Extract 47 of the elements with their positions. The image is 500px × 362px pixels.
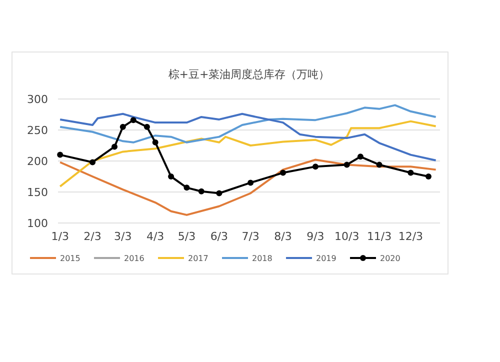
- point: [57, 152, 64, 158]
- point: [130, 117, 136, 124]
- line-series: [59, 120, 437, 188]
- point: [198, 188, 204, 194]
- line-series: [59, 104, 437, 144]
- x-tick-label: 3/3: [114, 230, 132, 243]
- point: [144, 124, 150, 130]
- point: [408, 170, 414, 176]
- x-tick-label: 1/3: [51, 230, 69, 243]
- point: [248, 180, 254, 186]
- x-tick-label: 6/3: [210, 230, 228, 243]
- legend-label: 2018: [252, 254, 272, 263]
- x-tick-label: 2/3: [84, 230, 102, 243]
- chart-title: 棕+豆+菜油周度总库存（万吨）: [168, 68, 330, 81]
- point: [112, 144, 118, 150]
- point: [344, 162, 350, 168]
- y-tick-label: 300: [27, 93, 48, 106]
- point: [312, 164, 318, 170]
- point: [425, 174, 432, 180]
- point: [152, 139, 158, 146]
- point: [184, 184, 190, 191]
- point: [376, 162, 382, 168]
- x-tick-label: 10/3: [334, 230, 360, 243]
- x-tick-label: 12/3: [398, 230, 424, 243]
- x-tick-label: 11/3: [366, 230, 392, 243]
- point: [90, 159, 96, 166]
- y-tick-label: 150: [27, 186, 48, 199]
- point: [120, 124, 126, 130]
- point: [168, 174, 174, 180]
- point: [280, 170, 286, 176]
- line-series: [59, 158, 437, 216]
- legend-label: 2020: [380, 254, 400, 263]
- y-tick-label: 100: [27, 217, 48, 230]
- y-tick-label: 200: [27, 155, 48, 168]
- point: [216, 190, 222, 196]
- x-tick-label: 4/3: [146, 230, 164, 243]
- x-tick-label: 9/3: [306, 230, 324, 243]
- legend-label: 2015: [60, 254, 80, 263]
- point: [357, 154, 364, 160]
- y-tick-label: 250: [27, 124, 48, 137]
- legend-label: 2019: [316, 254, 336, 263]
- legend-label: 2017: [188, 254, 208, 263]
- x-tick-label: 5/3: [178, 230, 196, 243]
- x-tick-label: 8/3: [274, 230, 292, 243]
- line-series: [59, 112, 437, 162]
- x-tick-label: 7/3: [242, 230, 260, 243]
- legend-label: 2016: [124, 254, 144, 263]
